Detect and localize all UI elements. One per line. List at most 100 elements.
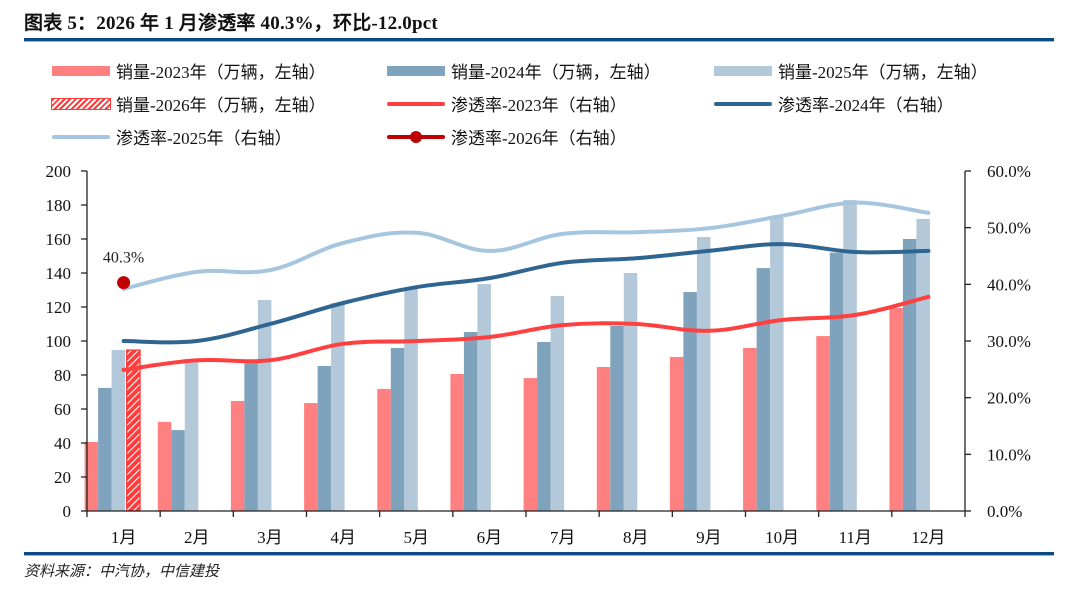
point-pen-2026-1 <box>117 276 131 290</box>
y-tick-label-left: 60 <box>54 400 71 419</box>
bar-sales-2023-2 <box>157 421 172 511</box>
y-tick-label-left: 80 <box>54 366 71 385</box>
figure-title: 图表 5：2026 年 1 月渗透率 40.3%，环比-12.0pct <box>24 13 438 34</box>
x-tick-label: 12月 <box>911 528 945 547</box>
top-rule-thin <box>24 41 1054 42</box>
bottom-rule <box>24 552 1054 555</box>
source-note: 资料来源：中汽协，中信建投 <box>24 564 220 580</box>
x-tick-label: 11月 <box>839 528 872 547</box>
legend-item-sales-2025: 销量-2025年（万辆，左轴） <box>714 58 988 83</box>
bar-sales-2025-9 <box>696 237 711 511</box>
legend-label: 销量-2023年（万辆，左轴） <box>116 63 326 82</box>
bar-sales-2023-12 <box>889 308 903 511</box>
bar-sales-2023-3 <box>230 401 245 511</box>
y-tick-label-right: 60.0% <box>987 162 1031 181</box>
bar-sales-2024-10 <box>756 268 771 511</box>
x-tick-label: 3月 <box>257 528 283 547</box>
x-tick-label: 4月 <box>330 528 356 547</box>
y-tick-label-right: 50.0% <box>987 219 1031 238</box>
bar-sales-2024-1 <box>98 387 112 511</box>
bars-layer <box>84 200 930 512</box>
bar-sales-2025-8 <box>623 273 638 511</box>
bar-sales-2025-1 <box>111 350 126 511</box>
bar-sales-2023-5 <box>377 388 391 511</box>
y-tick-label-right: 20.0% <box>987 389 1031 408</box>
x-tick-label: 5月 <box>404 528 430 547</box>
bar-sales-2024-3 <box>244 361 258 511</box>
y-tick-label-left: 120 <box>46 298 72 317</box>
bar-sales-2024-12 <box>902 239 917 511</box>
legend-swatch <box>387 130 445 143</box>
y-tick-label-left: 140 <box>46 264 72 283</box>
bar-sales-2025-12 <box>916 218 930 511</box>
legend-swatch <box>714 65 772 76</box>
bar-sales-2025-11 <box>843 200 857 511</box>
bar-sales-2025-10 <box>770 217 784 511</box>
bar-sales-2024-9 <box>683 292 697 511</box>
bar-sales-2025-5 <box>404 288 418 511</box>
bar-sales-2023-11 <box>816 336 830 511</box>
y-tick-label-left: 20 <box>54 468 71 487</box>
bar-sales-2023-8 <box>596 367 611 511</box>
legend-label: 渗透率-2024年（右轴） <box>778 96 954 115</box>
legend-item-pen-2025: 渗透率-2025年（右轴） <box>52 124 292 149</box>
legend-label: 渗透率-2025年（右轴） <box>116 129 292 148</box>
top-rule <box>24 38 1054 41</box>
legend-swatch <box>387 101 445 106</box>
line-pen-2023 <box>121 294 931 372</box>
bar-sales-2024-7 <box>537 342 551 511</box>
legend-label: 渗透率-2026年（右轴） <box>451 129 627 148</box>
y-tick-label-left: 40 <box>54 434 71 453</box>
bar-sales-2024-2 <box>171 430 185 511</box>
bar-sales-2025-4 <box>331 302 345 511</box>
legend-swatch <box>51 97 111 110</box>
annotation-label: 40.3% <box>103 250 144 267</box>
bar-sales-2023-1 <box>84 442 99 511</box>
bottom-rule-thin <box>24 555 1054 556</box>
bar-sales-2024-6 <box>463 332 478 511</box>
legend-swatch <box>52 134 110 139</box>
bar-sales-2025-7 <box>550 296 565 511</box>
legend-item-pen-2024: 渗透率-2024年（右轴） <box>714 91 954 116</box>
x-tick-label: 9月 <box>696 528 722 547</box>
x-tick-label: 2月 <box>184 528 210 547</box>
bar-sales-2026-1 <box>125 349 141 512</box>
y-tick-label-left: 180 <box>46 196 72 215</box>
legend-item-pen-2023: 渗透率-2023年（右轴） <box>387 91 627 116</box>
bar-sales-2024-8 <box>610 326 624 511</box>
bar-sales-2023-6 <box>450 374 464 511</box>
bar-sales-2023-9 <box>669 357 684 511</box>
y-tick-label-right: 30.0% <box>987 332 1031 351</box>
legend-swatch <box>387 65 445 76</box>
x-tick-label: 6月 <box>477 528 503 547</box>
bar-sales-2023-10 <box>743 348 757 511</box>
axes-layer: 0 20 40 60 80 100 120 140 160 180 200 0.0% 10.0% 20.0… <box>46 162 1031 547</box>
bar-sales-2025-2 <box>184 359 199 511</box>
legend-swatch <box>714 101 772 106</box>
legend-label: 销量-2024年（万辆，左轴） <box>451 63 661 82</box>
legend-label: 销量-2026年（万辆，左轴） <box>116 96 326 115</box>
x-tick-label: 7月 <box>550 528 576 547</box>
bar-sales-2024-11 <box>829 252 844 511</box>
y-tick-label-right: 10.0% <box>987 445 1031 464</box>
x-tick-label: 1月 <box>111 528 137 547</box>
legend-marker-icon <box>410 130 422 143</box>
bar-sales-2024-4 <box>317 366 332 511</box>
line-pen-2024 <box>121 242 931 345</box>
bar-sales-2023-7 <box>523 378 538 511</box>
y-tick-label-left: 200 <box>46 162 72 181</box>
lines-layer: 40.3% <box>103 200 931 372</box>
bar-sales-2023-4 <box>304 403 318 511</box>
y-tick-label-left: 100 <box>46 332 72 351</box>
bar-sales-2025-6 <box>477 284 491 511</box>
x-tick-label: 8月 <box>623 528 649 547</box>
legend-item-sales-2024: 销量-2024年（万辆，左轴） <box>387 58 661 83</box>
bar-sales-2025-3 <box>257 300 272 511</box>
legend-label: 渗透率-2023年（右轴） <box>451 96 627 115</box>
legend-item-pen-2026: 渗透率-2026年（右轴） <box>387 124 627 149</box>
bar-sales-2024-5 <box>390 348 405 511</box>
legend-item-sales-2023: 销量-2023年（万辆，左轴） <box>52 58 326 83</box>
y-tick-label-left: 0 <box>63 502 72 521</box>
legend-swatch <box>52 65 110 76</box>
